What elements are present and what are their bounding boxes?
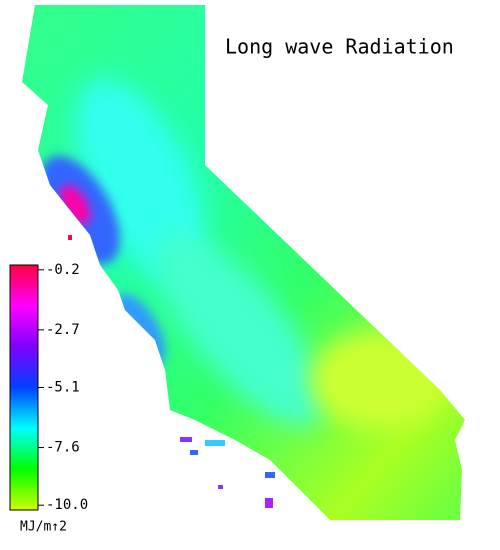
colorbar-tick-label: -7.6 <box>46 440 80 456</box>
california-map <box>22 5 465 520</box>
colorbar-tick-label: -5.1 <box>46 380 80 396</box>
colorbar-label: MJ/m↑2 <box>20 520 67 535</box>
colorbar-tick-label: -10.0 <box>46 497 88 513</box>
colorbar-tick-label: -2.7 <box>46 322 80 338</box>
colorbar-tick-label: -0.2 <box>46 262 80 278</box>
colorbar <box>9 264 39 511</box>
map-title: Long wave Radiation <box>225 35 454 59</box>
